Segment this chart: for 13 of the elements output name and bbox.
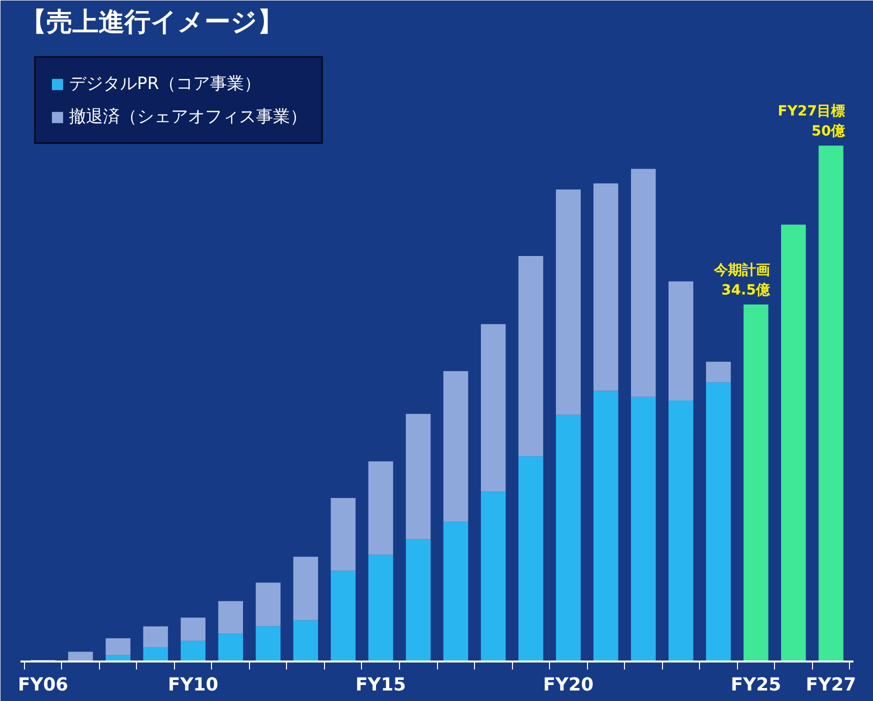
legend-label: デジタルPR（コア事業） bbox=[69, 73, 262, 95]
x-tick-label: FY06 bbox=[18, 674, 68, 696]
x-tick-label: FY20 bbox=[543, 674, 594, 696]
legend-label: 撤退済（シェアオフィス事業） bbox=[69, 106, 307, 128]
annotation: FY27目標 bbox=[778, 104, 845, 120]
x-tick-label: FY10 bbox=[168, 674, 218, 696]
annotation: 34.5億 bbox=[721, 282, 771, 299]
x-tick-label: FY15 bbox=[356, 674, 406, 696]
annotation: 今期計画 bbox=[712, 262, 770, 279]
annotation: 50億 bbox=[812, 122, 846, 140]
x-tick-label: FY25 bbox=[730, 674, 782, 696]
chart-title: 【売上進行イメージ】 bbox=[20, 8, 284, 38]
x-tick-label: FY27 bbox=[806, 674, 856, 696]
